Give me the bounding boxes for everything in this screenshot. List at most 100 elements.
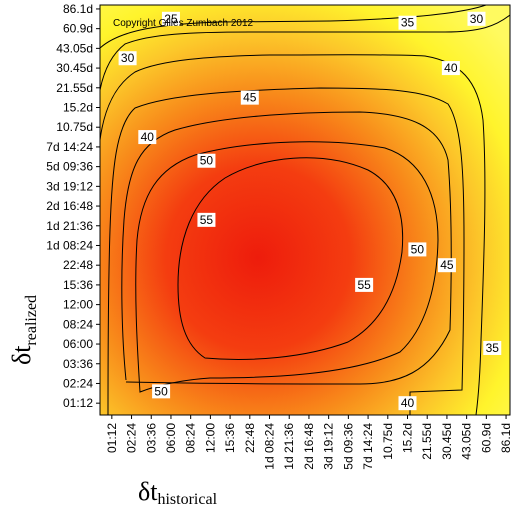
contour-label: 45 [437, 258, 456, 273]
contour-label-bg [138, 130, 157, 145]
contour-label: 30 [467, 11, 486, 26]
x-tick-label: 7d 14:24 [361, 423, 375, 470]
x-tick-label: 60.9d [479, 423, 493, 453]
y-tick-label: 01:12 [63, 396, 93, 410]
contour-labels: 25 30 30 35 35 40 40 40 45 45 50 50 50 55 55 [118, 11, 502, 411]
contour-label-text: 45 [243, 91, 257, 105]
contour-label-text: 55 [200, 213, 214, 227]
contour-label-bg [408, 242, 427, 257]
y-tick-label: 15:36 [63, 278, 93, 292]
x-tick-label: 1d 08:24 [263, 423, 277, 470]
x-tick-label: 22:48 [243, 423, 257, 453]
contour-label-text: 50 [411, 242, 425, 256]
contour-30 [100, 14, 510, 91]
y-tick-label: 1d 21:36 [46, 219, 93, 233]
y-axis-subscript: realized [23, 295, 40, 346]
contour-label-text: 40 [141, 130, 155, 144]
y-tick-label: 7d 14:24 [46, 140, 93, 154]
y-axis-ticks: 01:12 02:24 03:36 06:00 08:24 12:00 15:36 22:48… [46, 2, 100, 410]
x-tick-label: 01:12 [105, 423, 119, 453]
contour-label-bg [483, 340, 502, 355]
contour-label-text: 40 [444, 61, 458, 75]
y-tick-label: 12:00 [63, 298, 93, 312]
contour-label: 40 [138, 130, 157, 145]
heatmap-field [99, 4, 511, 416]
y-tick-label: 15.2d [63, 101, 93, 115]
y-tick-label: 60.9d [63, 22, 93, 36]
contour-label-bg [240, 90, 259, 105]
copyright-note: Copyright Gilles Zumbach 2012 [113, 18, 254, 29]
contour-label-bg [118, 51, 137, 66]
x-tick-label: 1d 21:36 [282, 423, 296, 470]
x-tick-label: 2d 16:48 [302, 423, 316, 470]
x-tick-label: 06:00 [164, 423, 178, 453]
contour-label: 40 [441, 61, 460, 76]
contour-label-bg [398, 15, 417, 30]
x-tick-label: 15.2d [401, 423, 415, 453]
contour-label: 55 [355, 277, 374, 292]
y-axis-title: δtrealized [7, 295, 40, 365]
contour-label-text: 30 [470, 12, 484, 26]
svg-text:δthistorical: δthistorical [138, 477, 218, 508]
contour-label-bg [355, 277, 374, 292]
contour-label: 50 [408, 242, 427, 257]
contour-label: 35 [483, 340, 502, 355]
contour-label-bg [161, 11, 180, 26]
x-tick-label: 5d 09:36 [341, 423, 355, 470]
y-tick-label: 3d 19:12 [46, 179, 93, 193]
x-tick-label: 03:36 [144, 423, 158, 453]
x-axis-symbol: δt [138, 477, 158, 506]
y-axis-symbol: δt [7, 345, 36, 365]
y-tick-label: 10.75d [56, 120, 93, 134]
y-tick-label: 2d 16:48 [46, 199, 93, 213]
contour-label-text: 40 [401, 396, 415, 410]
svg-text:δtrealized: δtrealized [7, 295, 40, 365]
x-tick-label: 12:00 [203, 423, 217, 453]
contour-label: 40 [398, 396, 417, 411]
y-tick-label: 03:36 [63, 357, 93, 371]
y-tick-label: 30.45d [56, 61, 93, 75]
x-tick-label: 86.1d [499, 423, 512, 453]
x-tick-label: 3d 19:12 [322, 423, 336, 470]
y-tick-label: 5d 09:36 [46, 160, 93, 174]
contour-label: 50 [152, 384, 171, 399]
y-tick-label: 08:24 [63, 317, 93, 331]
x-axis-subscript: historical [157, 491, 217, 508]
y-tick-label: 86.1d [63, 2, 93, 16]
contour-label: 30 [118, 51, 137, 66]
contour-35 [100, 54, 486, 415]
contour-label-text: 45 [440, 258, 454, 272]
contour-label-text: 50 [154, 384, 168, 398]
contour-55 [177, 157, 404, 360]
y-tick-label: 06:00 [63, 337, 93, 351]
y-tick-label: 21.55d [56, 81, 93, 95]
contour-label: 50 [197, 153, 216, 168]
contour-label-text: 25 [164, 12, 178, 26]
contour-label-bg [437, 258, 456, 273]
contour-label-bg [398, 396, 417, 411]
y-tick-label: 02:24 [63, 376, 93, 390]
contour-label: 35 [398, 15, 417, 30]
contour-label-text: 55 [357, 278, 371, 292]
x-tick-label: 21.55d [420, 423, 434, 460]
contour-label-text: 50 [200, 154, 214, 168]
y-tick-label: 43.05d [56, 41, 93, 55]
x-tick-label: 30.45d [440, 423, 454, 460]
x-axis-title: δthistorical [138, 477, 218, 508]
x-tick-label: 02:24 [125, 423, 139, 453]
contour-label: 25 [161, 11, 180, 26]
contour-45 [121, 111, 452, 385]
contour-label-text: 35 [486, 341, 500, 355]
contour-label-text: 35 [401, 16, 415, 30]
x-tick-label: 08:24 [184, 423, 198, 453]
contour-label: 55 [197, 212, 216, 227]
y-tick-label: 22:48 [63, 258, 93, 272]
contour-label: 45 [240, 90, 259, 105]
contour-label-bg [152, 384, 171, 399]
y-tick-label: 1d 08:24 [46, 238, 93, 252]
contour-label-text: 30 [121, 51, 135, 65]
x-tick-label: 15:36 [223, 423, 237, 453]
contour-label-bg [197, 212, 216, 227]
contour-label-bg [197, 153, 216, 168]
